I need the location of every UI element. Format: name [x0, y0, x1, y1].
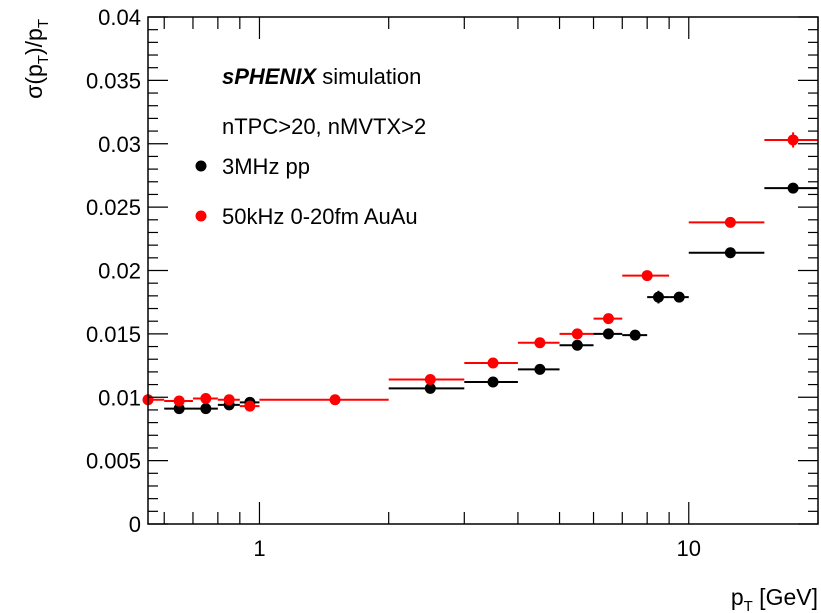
y-tick-label: 0.04 [98, 5, 141, 30]
annotation-rest: simulation [316, 64, 421, 89]
y-tick-label: 0.03 [98, 132, 141, 157]
data-point [534, 363, 546, 375]
data-point [534, 337, 546, 349]
y-tick-label: 0.01 [98, 385, 141, 410]
y-tick-label: 0.025 [86, 195, 141, 220]
data-point [424, 382, 436, 394]
y-axis-title-sub: T [35, 55, 52, 64]
x-axis-title: pT [GeV] [731, 584, 818, 613]
data-point [173, 403, 185, 415]
series-1 [142, 132, 818, 412]
y-axis-title-part: )/p [21, 28, 47, 55]
data-point [641, 270, 653, 282]
data-point [673, 291, 685, 303]
y-tick-label: 0.02 [98, 259, 141, 284]
data-point [487, 376, 499, 388]
data-point [329, 394, 341, 406]
y-axis-title: σ(pT)/pT [21, 19, 52, 99]
data-point [724, 216, 736, 228]
legend-label: 3MHz pp [222, 154, 310, 179]
annotation-cuts: nTPC>20, nMVTX>2 [222, 114, 426, 139]
data-point [652, 291, 664, 303]
data-point [629, 329, 641, 341]
legend-label: 50kHz 0-20fm AuAu [222, 204, 418, 229]
x-axis-title-unit: [GeV] [753, 584, 818, 610]
data-point [571, 339, 583, 351]
x-axis-title-sub: T [744, 598, 753, 613]
data-point [724, 247, 736, 259]
y-tick-label: 0.005 [86, 449, 141, 474]
legend-marker [195, 160, 207, 172]
data-point [571, 328, 583, 340]
data-point [223, 394, 235, 406]
annotation-bold: sPHENIX [222, 64, 317, 89]
data-point [200, 403, 212, 415]
annotation-title: sPHENIX simulation [222, 64, 421, 89]
x-tick-label: 10 [677, 536, 701, 561]
x-tick-label: 1 [253, 536, 265, 561]
data-point [787, 182, 799, 194]
y-axis-title-part: σ(p [21, 64, 47, 99]
legend-marker [195, 210, 207, 222]
y-tick-label: 0.015 [86, 322, 141, 347]
data-point [787, 134, 799, 146]
y-tick-label: 0 [129, 512, 141, 537]
y-tick-label: 0.035 [86, 68, 141, 93]
y-axis-title-sub: T [35, 19, 52, 28]
data-point [424, 374, 436, 386]
plot-frame [147, 16, 819, 525]
data-point [173, 395, 185, 407]
data-point [602, 313, 614, 325]
data-point [487, 357, 499, 369]
data-point [244, 400, 256, 412]
x-axis-title-main: p [731, 584, 744, 610]
data-point [200, 393, 212, 405]
data-point [602, 328, 614, 340]
